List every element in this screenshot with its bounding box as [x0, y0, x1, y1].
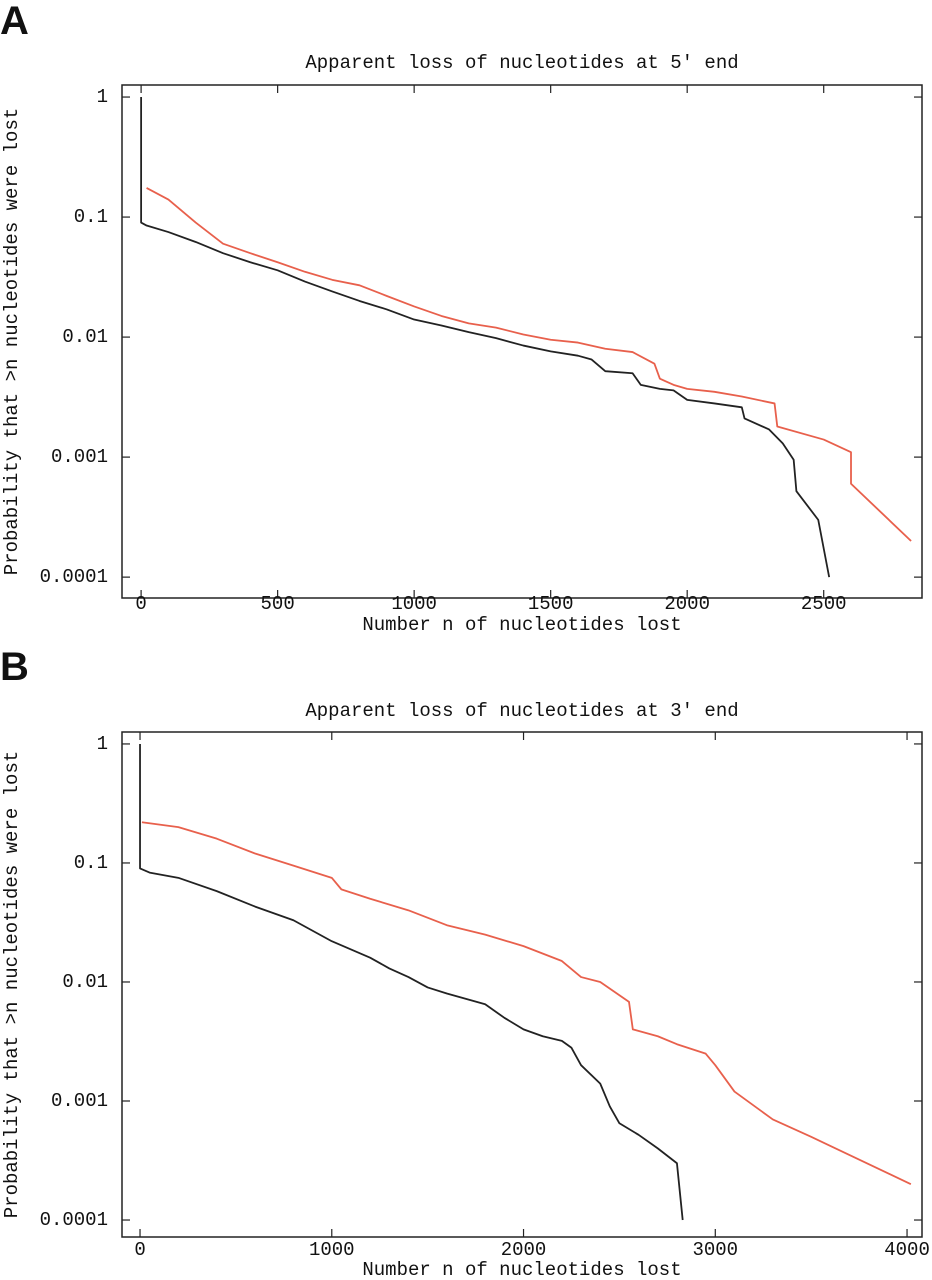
x-tick-label: 0	[134, 1239, 145, 1261]
y-tick-label: 0.0001	[40, 566, 108, 588]
x-tick-label: 1000	[309, 1239, 355, 1261]
y-tick-label: 0.0001	[40, 1209, 108, 1231]
data-line	[146, 187, 912, 542]
y-tick-label: 0.001	[51, 1090, 108, 1112]
y-tick-label: 1	[97, 86, 108, 108]
data-line	[140, 97, 831, 578]
panel-label: B	[0, 645, 29, 689]
x-tick-label: 1500	[528, 593, 574, 615]
x-tick-label: 3000	[692, 1239, 738, 1261]
y-tick-label: 1	[97, 733, 108, 755]
x-tick-label: 2000	[501, 1239, 547, 1261]
x-axis-label: Number n of nucleotides lost	[362, 1259, 681, 1280]
chart-title: Apparent loss of nucleotides at 3′ end	[305, 700, 738, 722]
y-axis-label: Probability that >n nucleotides were los…	[1, 108, 23, 575]
x-tick-label: 500	[261, 593, 295, 615]
y-tick-label: 0.01	[62, 326, 108, 348]
y-tick-label: 0.01	[62, 971, 108, 993]
x-tick-label: 0	[135, 593, 146, 615]
x-tick-label: 2500	[801, 593, 847, 615]
data-line	[139, 743, 684, 1221]
plot-frame	[121, 84, 923, 599]
y-tick-label: 0.1	[74, 206, 108, 228]
plot-frame	[121, 731, 923, 1238]
y-axis-label: Probability that >n nucleotides were los…	[1, 751, 23, 1218]
panel-label: A	[0, 0, 29, 43]
x-tick-label: 2000	[664, 593, 710, 615]
chart-title: Apparent loss of nucleotides at 5′ end	[305, 52, 738, 74]
x-axis-label: Number n of nucleotides lost	[362, 614, 681, 636]
data-line	[141, 821, 912, 1186]
chart-panel: A Apparent loss of nucleotides at 5′ end N…	[0, 0, 923, 636]
x-tick-label: 4000	[884, 1239, 930, 1261]
chart-panel: B Apparent loss of nucleotides at 3′ end N…	[0, 645, 930, 1280]
y-tick-label: 0.1	[74, 852, 108, 874]
y-tick-label: 0.001	[51, 446, 108, 468]
x-tick-label: 1000	[391, 593, 437, 615]
